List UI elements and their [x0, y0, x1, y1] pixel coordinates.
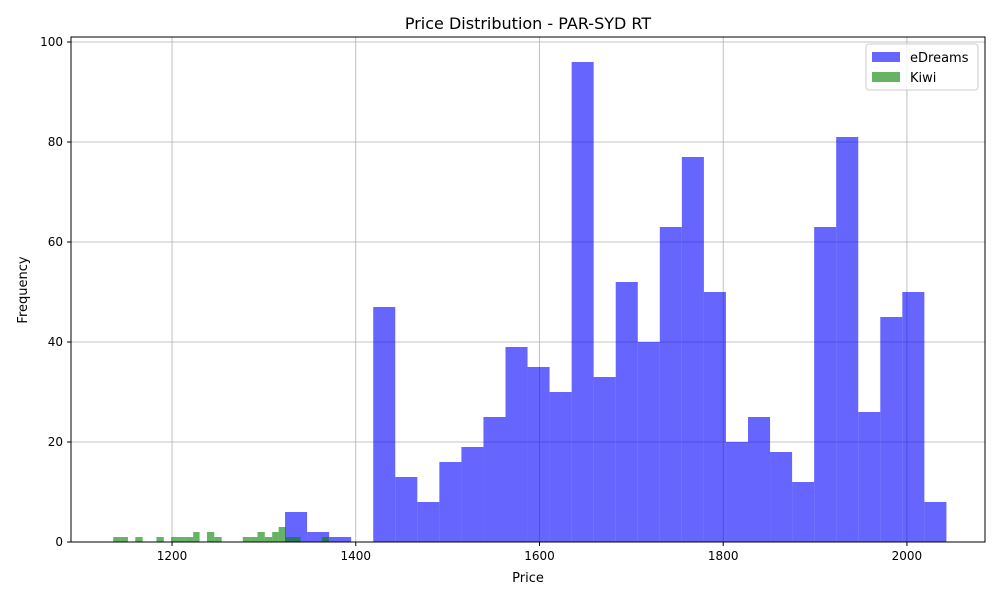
bar-edreams	[505, 347, 528, 542]
bar-edreams	[836, 137, 859, 542]
bar-kiwi	[293, 537, 301, 542]
bar-edreams	[395, 477, 418, 542]
legend-swatch-edreams	[872, 52, 900, 62]
x-tick-label: 1200	[157, 549, 188, 563]
chart-title: Price Distribution - PAR-SYD RT	[405, 14, 652, 33]
bar-kiwi	[206, 532, 215, 542]
legend-label-kiwi: Kiwi	[910, 71, 936, 86]
bar-kiwi	[257, 532, 265, 542]
bar-edreams	[329, 537, 352, 542]
bar-edreams	[439, 462, 462, 542]
series-edreams	[285, 62, 947, 542]
x-tick-label: 1600	[524, 549, 555, 563]
bar-edreams	[681, 157, 704, 542]
y-axis-label: Frequency	[16, 256, 31, 323]
bar-kiwi	[135, 537, 143, 542]
x-tick-label: 2000	[892, 549, 923, 563]
bar-edreams	[571, 62, 594, 542]
bar-kiwi	[178, 537, 186, 542]
bar-kiwi	[272, 532, 279, 542]
bar-edreams	[748, 417, 771, 542]
x-axis-label: Price	[512, 571, 544, 586]
bar-edreams	[792, 482, 815, 542]
y-tick-label: 40	[48, 335, 63, 349]
bar-edreams	[659, 227, 682, 542]
y-tick-label: 100	[40, 35, 63, 49]
bar-kiwi	[113, 537, 121, 542]
bar-edreams	[703, 292, 726, 542]
y-tick-label: 20	[48, 435, 63, 449]
bar-edreams	[770, 452, 793, 542]
bar-edreams	[593, 377, 616, 542]
bar-kiwi	[214, 537, 222, 542]
bar-kiwi	[285, 537, 294, 542]
bar-edreams	[814, 227, 837, 542]
bar-edreams	[615, 282, 638, 542]
bar-kiwi	[264, 537, 273, 542]
bar-edreams	[461, 447, 484, 542]
bar-edreams	[902, 292, 925, 542]
y-tick-label: 60	[48, 235, 63, 249]
y-axis-ticks: 0 20 40 60 80 100	[40, 35, 71, 549]
bar-edreams	[858, 412, 881, 542]
bar-edreams	[307, 532, 330, 542]
x-tick-label: 1400	[340, 549, 371, 563]
x-axis-ticks: 1200 1400 1600 1800 2000	[157, 542, 922, 563]
bar-edreams	[880, 317, 903, 542]
plot-frame	[70, 36, 986, 543]
bar-edreams	[725, 442, 749, 542]
legend-swatch-kiwi	[872, 72, 900, 82]
series-kiwi	[113, 527, 330, 542]
bar-kiwi	[242, 537, 251, 542]
bar-kiwi	[278, 527, 286, 542]
bar-edreams	[373, 307, 396, 542]
bar-edreams	[483, 417, 506, 542]
x-tick-label: 1800	[708, 549, 739, 563]
bar-edreams	[637, 342, 660, 542]
bar-edreams	[549, 392, 572, 542]
bar-edreams	[527, 367, 550, 542]
y-tick-label: 0	[55, 535, 63, 549]
legend-label-edreams: eDreams	[910, 51, 969, 66]
y-tick-label: 80	[48, 135, 63, 149]
bar-edreams	[924, 502, 947, 542]
bar-kiwi	[156, 537, 164, 542]
bar-edreams	[417, 502, 440, 542]
bar-kiwi	[171, 537, 179, 542]
legend: eDreams Kiwi	[865, 43, 979, 91]
bar-kiwi	[321, 537, 330, 542]
bar-kiwi	[193, 532, 200, 542]
bar-edreams	[285, 512, 308, 542]
bar-kiwi	[250, 537, 258, 542]
bar-kiwi	[185, 537, 194, 542]
bars-layer	[113, 62, 947, 542]
bar-kiwi	[120, 537, 128, 542]
